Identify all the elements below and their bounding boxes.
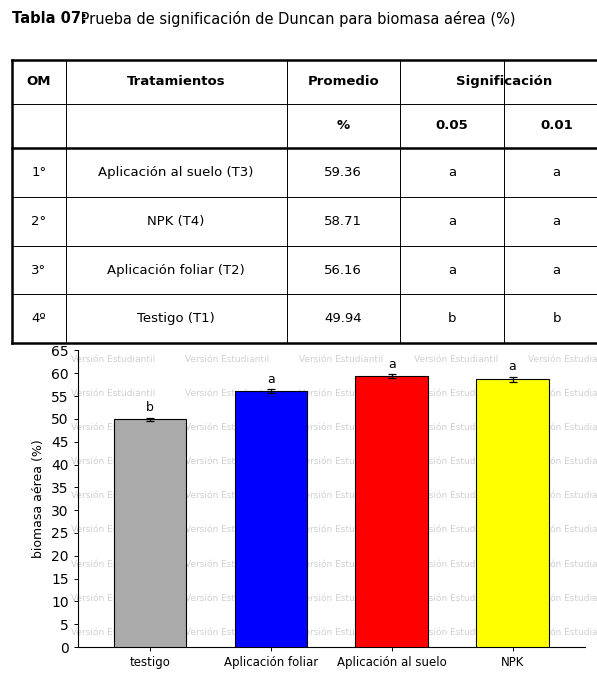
Bar <box>476 379 549 647</box>
Text: 0.01: 0.01 <box>540 119 573 132</box>
Text: Versión Estudiantil: Versión Estudiantil <box>299 389 384 398</box>
Text: Versión Estudiantil: Versión Estudiantil <box>528 355 597 364</box>
Text: Versión Estudiantil: Versión Estudiantil <box>414 457 498 466</box>
Text: Versión Estudiantil: Versión Estudiantil <box>414 627 498 637</box>
Text: Versión Estudiantil: Versión Estudiantil <box>299 594 384 603</box>
Text: Testigo (T1): Testigo (T1) <box>137 313 215 326</box>
Text: Versión Estudiantil: Versión Estudiantil <box>414 389 498 398</box>
Text: 59.36: 59.36 <box>324 166 362 179</box>
Text: Versión Estudiantil: Versión Estudiantil <box>299 559 384 568</box>
Text: Versión Estudiantil: Versión Estudiantil <box>71 594 155 603</box>
Text: Tabla 07:: Tabla 07: <box>12 11 87 26</box>
Text: a: a <box>448 166 456 179</box>
Text: Versión Estudiantil: Versión Estudiantil <box>71 423 155 432</box>
Text: b: b <box>146 402 154 415</box>
Text: 0.05: 0.05 <box>436 119 469 132</box>
Text: Versión Estudiantil: Versión Estudiantil <box>528 559 597 568</box>
Text: Versión Estudiantil: Versión Estudiantil <box>71 526 155 534</box>
Bar <box>355 376 428 647</box>
Text: NPK (T4): NPK (T4) <box>147 214 205 228</box>
Text: 3°: 3° <box>31 264 47 276</box>
Text: Promedio: Promedio <box>307 75 379 88</box>
Text: Versión Estudiantil: Versión Estudiantil <box>71 559 155 568</box>
Text: Versión Estudiantil: Versión Estudiantil <box>185 491 269 500</box>
Text: Versión Estudiantil: Versión Estudiantil <box>71 389 155 398</box>
Text: Versión Estudiantil: Versión Estudiantil <box>299 457 384 466</box>
Text: Significación: Significación <box>456 75 553 88</box>
Text: Versión Estudiantil: Versión Estudiantil <box>299 627 384 637</box>
Text: Versión Estudiantil: Versión Estudiantil <box>528 491 597 500</box>
Text: Versión Estudiantil: Versión Estudiantil <box>414 355 498 364</box>
Text: Versión Estudiantil: Versión Estudiantil <box>185 457 269 466</box>
Text: Versión Estudiantil: Versión Estudiantil <box>185 594 269 603</box>
Text: Versión Estudiantil: Versión Estudiantil <box>71 355 155 364</box>
Text: %: % <box>337 119 350 132</box>
Text: 2°: 2° <box>31 214 47 228</box>
Text: a: a <box>553 214 561 228</box>
Text: Aplicación foliar (T2): Aplicación foliar (T2) <box>107 264 245 276</box>
Text: Versión Estudiantil: Versión Estudiantil <box>71 457 155 466</box>
Text: Versión Estudiantil: Versión Estudiantil <box>299 355 384 364</box>
Text: a: a <box>509 361 516 373</box>
Text: Versión Estudiantil: Versión Estudiantil <box>414 423 498 432</box>
Y-axis label: biomasa aérea (%): biomasa aérea (%) <box>32 439 45 558</box>
Text: Versión Estudiantil: Versión Estudiantil <box>414 526 498 534</box>
Text: Versión Estudiantil: Versión Estudiantil <box>414 594 498 603</box>
Text: Versión Estudiantil: Versión Estudiantil <box>528 457 597 466</box>
Text: 49.94: 49.94 <box>324 313 362 326</box>
Text: Versión Estudiantil: Versión Estudiantil <box>185 355 269 364</box>
Text: a: a <box>553 264 561 276</box>
Text: Versión Estudiantil: Versión Estudiantil <box>185 423 269 432</box>
Text: b: b <box>448 313 457 326</box>
Text: 4º: 4º <box>32 313 46 326</box>
Text: Versión Estudiantil: Versión Estudiantil <box>71 627 155 637</box>
Text: Versión Estudiantil: Versión Estudiantil <box>414 491 498 500</box>
Text: Versión Estudiantil: Versión Estudiantil <box>185 559 269 568</box>
Text: Tratamientos: Tratamientos <box>127 75 226 88</box>
Text: a: a <box>553 166 561 179</box>
Text: Versión Estudiantil: Versión Estudiantil <box>185 627 269 637</box>
Text: Prueba de significación de Duncan para biomasa aérea (%): Prueba de significación de Duncan para b… <box>76 11 516 26</box>
Text: Versión Estudiantil: Versión Estudiantil <box>71 491 155 500</box>
Text: OM: OM <box>26 75 51 88</box>
Text: 56.16: 56.16 <box>324 264 362 276</box>
Text: Versión Estudiantil: Versión Estudiantil <box>185 389 269 398</box>
Text: Versión Estudiantil: Versión Estudiantil <box>528 594 597 603</box>
Text: Versión Estudiantil: Versión Estudiantil <box>299 491 384 500</box>
Text: Aplicación al suelo (T3): Aplicación al suelo (T3) <box>99 166 254 179</box>
Text: Versión Estudiantil: Versión Estudiantil <box>185 526 269 534</box>
Text: Versión Estudiantil: Versión Estudiantil <box>528 423 597 432</box>
Text: a: a <box>448 264 456 276</box>
Text: Versión Estudiantil: Versión Estudiantil <box>414 559 498 568</box>
Text: a: a <box>448 214 456 228</box>
Text: a: a <box>267 373 275 386</box>
Text: Versión Estudiantil: Versión Estudiantil <box>528 627 597 637</box>
Bar <box>235 391 307 647</box>
Text: Versión Estudiantil: Versión Estudiantil <box>299 423 384 432</box>
Text: Versión Estudiantil: Versión Estudiantil <box>528 389 597 398</box>
Text: Versión Estudiantil: Versión Estudiantil <box>528 526 597 534</box>
Text: 58.71: 58.71 <box>324 214 362 228</box>
Text: b: b <box>552 313 561 326</box>
Text: a: a <box>388 358 396 371</box>
Bar <box>114 419 186 647</box>
Text: 1°: 1° <box>31 166 47 179</box>
Text: Versión Estudiantil: Versión Estudiantil <box>299 526 384 534</box>
